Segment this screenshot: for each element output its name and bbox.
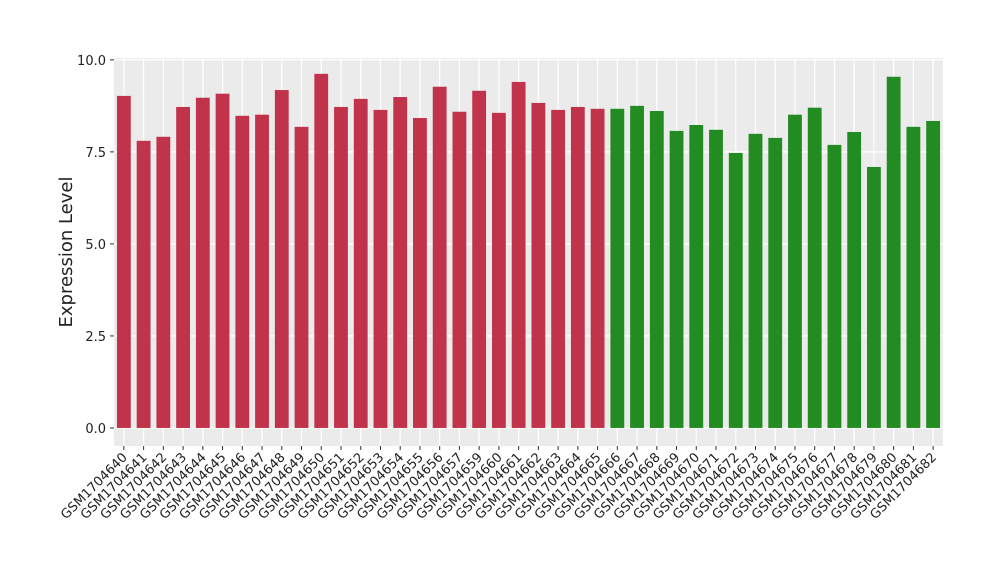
y-tick-label: 5.0 [85,238,106,253]
bar [867,166,881,428]
bar [314,73,329,428]
y-tick-label: 0.0 [85,422,106,437]
bar [827,144,842,428]
bar [255,114,269,428]
bar [807,107,822,428]
bar [551,109,566,428]
bar [156,136,171,428]
bar [511,81,526,428]
bar [590,108,605,428]
bar [294,126,309,428]
y-tick-label: 2.5 [85,330,106,345]
bar [334,106,348,428]
bar [570,106,585,428]
plot-panel [114,58,943,446]
bar [610,108,625,428]
bar [472,90,487,428]
bar [393,97,408,428]
bar [235,115,250,428]
bar [136,140,151,428]
bar [689,124,704,428]
bar [669,130,684,428]
bar [413,118,427,428]
bar [195,97,210,428]
bar [531,102,546,428]
bar [116,95,131,428]
y-tick-label: 10.0 [77,54,106,69]
bar [353,98,368,428]
bar [215,93,230,428]
bar [768,137,783,428]
y-axis-title: Expression Level [56,177,77,328]
bar [491,112,506,428]
bar [886,76,901,428]
bar [432,86,447,428]
bar [709,129,723,428]
bar [649,111,664,428]
bar [788,114,802,428]
bar [452,111,467,428]
bar [274,90,289,428]
bar [176,106,190,428]
bar [728,152,743,428]
bar [906,126,921,428]
bar [373,109,388,428]
bar [630,105,644,428]
y-tick-label: 7.5 [85,146,106,161]
bar [926,120,941,428]
bar [748,133,763,428]
bar [847,131,862,428]
